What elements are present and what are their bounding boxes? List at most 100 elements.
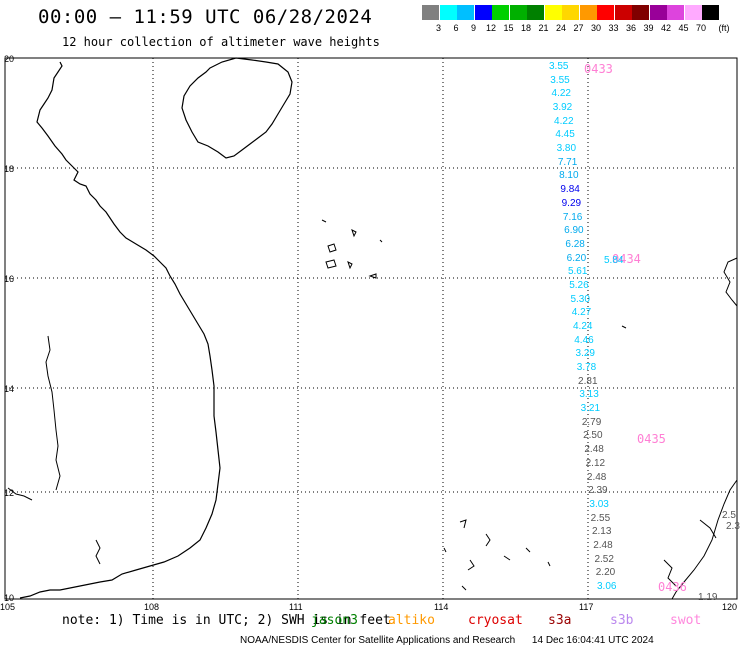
color-scale-label: 36	[625, 23, 636, 33]
footer-note: note: 1) Time is in UTC; 2) SWH is in fe…	[62, 613, 391, 628]
map-frame	[4, 57, 738, 600]
wave-height-value: 6.20	[566, 252, 587, 264]
satellite-legend-item: altiko	[388, 613, 435, 628]
wave-height-value: 9.84	[560, 184, 580, 196]
wave-height-value: 9.29	[561, 197, 582, 209]
inland-line	[45, 335, 61, 491]
east-coastline	[663, 559, 677, 587]
color-scale-label: 30	[590, 23, 601, 33]
longitude-tick-label: 114	[434, 602, 449, 612]
pass-label: 0435	[637, 432, 666, 446]
wave-height-value: 4.24	[573, 321, 593, 332]
east-coastline	[723, 257, 738, 307]
color-scale-swatch	[422, 5, 439, 20]
color-scale-label: 12	[485, 23, 496, 33]
footer-credit: NOAA/NESDIS Center for Satellite Applica…	[240, 635, 654, 646]
wave-height-value: 2.55	[590, 512, 611, 524]
color-scale-swatch	[684, 5, 702, 20]
wave-height-value: 2.20	[595, 567, 616, 579]
color-scale-label: 42	[660, 23, 671, 33]
satellite-legend-item: cryosat	[468, 613, 523, 628]
color-scale-swatch	[614, 5, 632, 20]
wave-height-value: 2.52	[594, 553, 614, 565]
color-scale-label: 24	[555, 23, 566, 33]
wave-height-value: 2.48	[586, 471, 607, 483]
satellite-legend-item: jason3	[311, 613, 358, 628]
wave-height-value: 2.12	[585, 457, 606, 469]
wave-height-value: 3.03	[589, 498, 609, 510]
wave-height-value: 3.78	[576, 362, 597, 374]
wave-height-value: 4.45	[555, 129, 575, 141]
color-scale-swatch	[667, 5, 684, 20]
east-coastline	[671, 479, 738, 600]
color-scale-swatch	[439, 5, 457, 20]
color-scale-swatch	[544, 5, 562, 20]
latitude-tick-label: 16	[4, 274, 15, 284]
spratly-islands	[443, 325, 627, 591]
wave-height-value: 5.61	[567, 266, 588, 278]
wave-height-value: 2.48	[593, 539, 613, 551]
pass-label: 0434	[612, 252, 641, 266]
mainland-coastline	[19, 61, 221, 599]
color-scale-swatch	[579, 5, 597, 20]
wave-height-value: 1.19	[698, 592, 718, 603]
color-scale-swatch	[632, 5, 649, 20]
wave-height-value: 2.79	[581, 416, 602, 428]
color-scale-swatch	[527, 5, 544, 20]
wave-height-value: 2.50	[583, 430, 603, 442]
pass-label: 0433	[584, 62, 613, 76]
wave-height-value: 2.5	[722, 510, 736, 521]
color-scale-label: 27	[573, 23, 584, 33]
wave-height-value: 3.21	[580, 403, 601, 415]
wave-height-value: 4.22	[554, 115, 574, 127]
color-scale-swatch	[702, 5, 719, 20]
color-scale-label: 6	[453, 23, 459, 33]
wave-height-value: 3.55	[549, 61, 569, 72]
color-scale-label: 15	[503, 23, 514, 33]
longitude-tick-label: 120	[722, 602, 738, 612]
color-scale-swatch	[457, 5, 474, 20]
map-subtitle: 12 hour collection of altimeter wave hei…	[62, 35, 380, 49]
color-scale-label: 39	[643, 23, 654, 33]
color-scale-swatch	[649, 5, 667, 20]
latitude-tick-label: 12	[4, 488, 15, 498]
wave-height-value: 5.26	[569, 279, 589, 291]
map-title: 00:00 – 11:59 UTC 06/28/2024	[38, 6, 373, 28]
wave-height-value: 2.48	[584, 444, 604, 456]
wave-height-value: 6.90	[564, 225, 584, 237]
wave-height-value: 3.29	[575, 348, 595, 360]
longitude-tick-label: 105	[0, 602, 16, 612]
hainan-coastline	[181, 57, 293, 159]
inland-line	[95, 539, 101, 565]
wave-height-value: 3.80	[556, 143, 577, 155]
wave-height-value: 5.84	[604, 255, 624, 266]
color-scale-unit: (ft)	[718, 23, 730, 33]
color-scale-label: 18	[520, 23, 531, 33]
latitude-tick-label: 14	[4, 384, 15, 394]
wave-height-value: 2.39	[588, 485, 608, 497]
color-scale-label: 21	[538, 23, 549, 33]
graticule	[5, 58, 737, 599]
pass-label: 0436	[658, 580, 687, 594]
color-scale-swatch	[562, 5, 579, 20]
color-scale-label: 45	[678, 23, 689, 33]
wave-height-value: 2.81	[578, 375, 598, 387]
color-scale-swatch	[474, 5, 492, 20]
satellite-legend-item: s3a	[548, 613, 572, 628]
color-scale-swatch	[509, 5, 527, 20]
east-coastline	[699, 519, 717, 539]
satellite-legend-item: s3b	[610, 613, 634, 628]
wave-height-value: 3.13	[579, 389, 599, 401]
wave-height-value: 2.13	[591, 526, 612, 538]
satellite-legend-item: swot	[670, 613, 702, 628]
wave-height-value: 4.27	[571, 307, 592, 319]
wave-height-value: 4.22	[551, 88, 571, 100]
wave-height-value: 3.92	[552, 102, 573, 114]
color-scale-label: 3	[435, 23, 441, 33]
longitude-tick-label: 117	[579, 602, 594, 612]
wave-height-value: 4.46	[574, 334, 594, 346]
wave-height-value: 5.30	[570, 293, 590, 305]
wave-height-value: 3.55	[550, 74, 570, 86]
longitude-tick-label: 111	[289, 602, 303, 612]
